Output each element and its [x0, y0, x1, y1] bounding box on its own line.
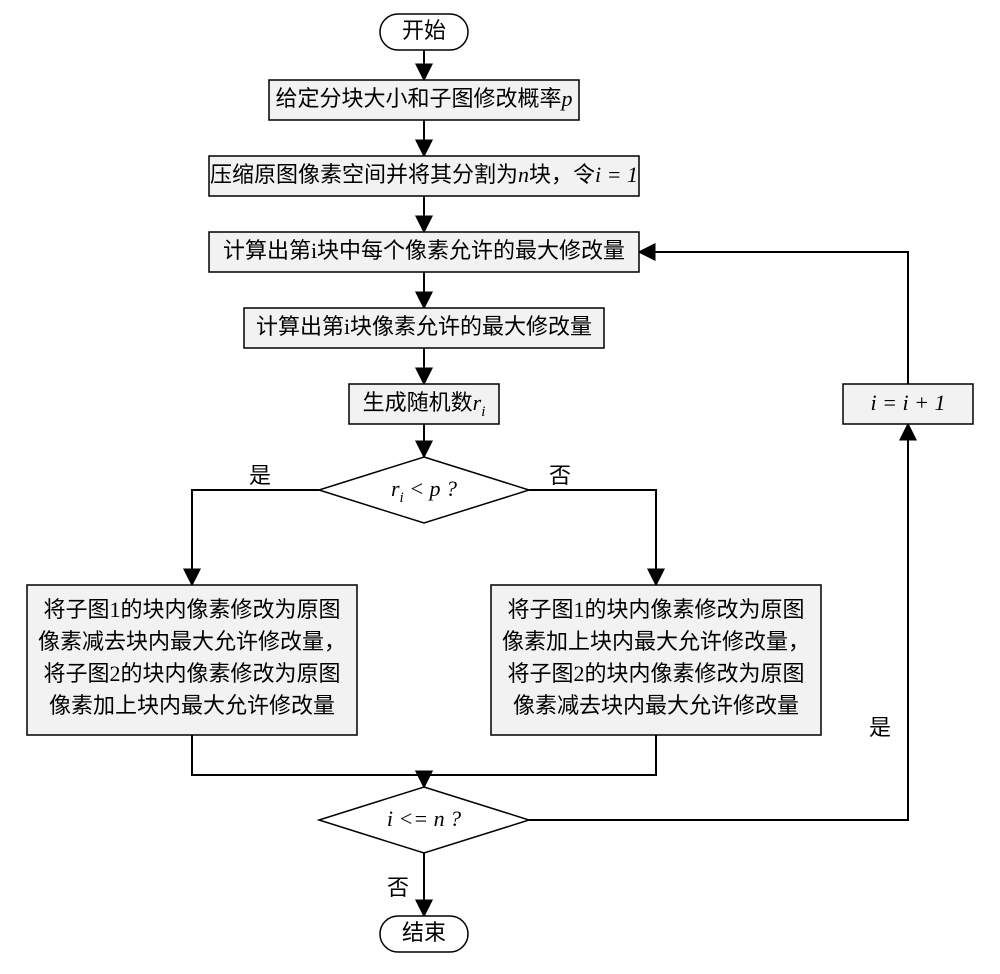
- node-dec1: ri < p ?: [319, 457, 529, 523]
- node-step2: 压缩原图像素空间并将其分割为n块，令i = 1: [209, 156, 639, 196]
- node-inc: i = i + 1: [843, 384, 973, 424]
- svg-text:压缩原图像素空间并将其分割为n块，令i = 1: 压缩原图像素空间并将其分割为n块，令i = 1: [210, 162, 638, 187]
- svg-text:像素加上块内最大允许修改量，: 像素加上块内最大允许修改量，: [502, 629, 810, 654]
- node-step3: 计算出第i块中每个像素允许的最大修改量: [209, 232, 639, 272]
- svg-text:将子图1的块内像素修改为原图: 将子图1的块内像素修改为原图: [43, 597, 340, 622]
- svg-text:将子图2的块内像素修改为原图: 将子图2的块内像素修改为原图: [43, 661, 340, 686]
- svg-text:给定分块大小和子图修改概率p: 给定分块大小和子图修改概率p: [275, 86, 572, 111]
- edge: [192, 490, 319, 585]
- node-step5: 生成随机数ri: [349, 384, 499, 424]
- edge: [529, 490, 656, 585]
- svg-text:是: 是: [249, 463, 271, 488]
- node-end: 结束: [380, 916, 468, 952]
- svg-text:否: 否: [387, 875, 409, 900]
- node-left: 将子图1的块内像素修改为原图像素减去块内最大允许修改量， 将子图2的块内像素修改为…: [27, 585, 357, 735]
- edge: [639, 252, 908, 384]
- svg-text:是: 是: [869, 715, 891, 740]
- node-right: 将子图1的块内像素修改为原图像素加上块内最大允许修改量， 将子图2的块内像素修改为…: [491, 585, 821, 735]
- svg-text:开始: 开始: [402, 18, 446, 43]
- node-step1: 给定分块大小和子图修改概率p: [269, 80, 579, 120]
- edge: [424, 735, 656, 787]
- node-step4: 计算出第i块像素允许的最大修改量: [244, 308, 604, 348]
- svg-text:i = i + 1: i = i + 1: [871, 390, 946, 415]
- svg-text:像素减去块内最大允许修改量，: 像素减去块内最大允许修改量，: [38, 629, 346, 654]
- svg-text:像素加上块内最大允许修改量: 像素加上块内最大允许修改量: [49, 693, 335, 718]
- svg-text:将子图1的块内像素修改为原图: 将子图1的块内像素修改为原图: [507, 597, 804, 622]
- node-start: 开始: [380, 14, 468, 50]
- flowchart-canvas: 是否否是开始给定分块大小和子图修改概率p压缩原图像素空间并将其分割为n块，令i …: [0, 0, 1000, 974]
- svg-text:结束: 结束: [402, 920, 446, 945]
- svg-text:否: 否: [549, 463, 571, 488]
- svg-text:像素减去块内最大允许修改量: 像素减去块内最大允许修改量: [513, 693, 799, 718]
- svg-text:将子图2的块内像素修改为原图: 将子图2的块内像素修改为原图: [507, 661, 804, 686]
- svg-text:i <= n ?: i <= n ?: [387, 806, 461, 831]
- svg-text:计算出第i块像素允许的最大修改量: 计算出第i块像素允许的最大修改量: [256, 314, 592, 339]
- svg-text:计算出第i块中每个像素允许的最大修改量: 计算出第i块中每个像素允许的最大修改量: [223, 238, 625, 263]
- node-dec2: i <= n ?: [319, 787, 529, 853]
- edge: [192, 735, 424, 787]
